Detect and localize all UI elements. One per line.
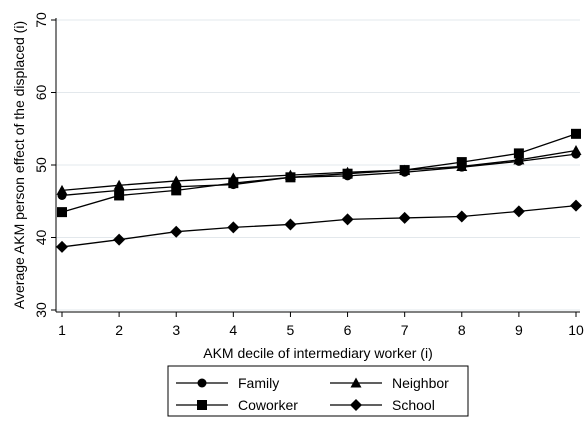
series-group [56, 128, 582, 253]
series-line-coworker [61, 133, 577, 213]
legend: Family Neighbor Coworker School [167, 365, 469, 417]
point-school-4 [227, 221, 240, 234]
point-coworker-7 [399, 165, 410, 176]
point-school-3 [170, 225, 183, 238]
legend-item-coworker: Coworker [176, 397, 298, 413]
legend-item-school: School [330, 397, 435, 413]
legend-marker-neighbor [350, 377, 362, 388]
point-coworker-6 [342, 168, 353, 179]
point-coworker-1 [57, 207, 67, 218]
legend-item-neighbor: Neighbor [330, 375, 449, 391]
y-ticks: 30 40 50 60 70 [33, 12, 56, 318]
x-tick-label-5: 5 [287, 322, 295, 338]
x-axis-label: AKM decile of intermediary worker (i) [203, 345, 433, 361]
point-neighbor-2 [113, 179, 125, 190]
point-school-10 [570, 199, 582, 212]
legend-marker-family [197, 378, 207, 388]
x-tick-label-4: 4 [229, 322, 237, 338]
point-school-7 [398, 211, 411, 224]
y-tick-label-50: 50 [33, 157, 49, 173]
legend-label-school: School [392, 397, 435, 413]
legend-label-family: Family [238, 375, 279, 391]
y-axis-label: Average AKM person effect of the displac… [11, 21, 27, 309]
x-ticks: 1 2 3 4 5 6 7 8 9 10 [58, 312, 584, 338]
point-coworker-3 [171, 185, 182, 196]
y-tick-label-60: 60 [33, 85, 49, 101]
x-tick-label-6: 6 [344, 322, 352, 338]
x-tick-label-8: 8 [458, 322, 466, 338]
legend-marker-school [350, 399, 362, 411]
y-tick-label-30: 30 [33, 302, 49, 318]
legend-marker-coworker [197, 400, 207, 410]
x-tick-label-3: 3 [172, 322, 180, 338]
point-neighbor-3 [170, 175, 182, 186]
point-coworker-2 [114, 190, 125, 201]
point-neighbor-1 [56, 184, 68, 195]
series-line-family [61, 153, 577, 197]
point-coworker-9 [513, 148, 524, 159]
series-line-neighbor [61, 149, 577, 192]
point-neighbor-9 [513, 154, 525, 165]
point-school-2 [113, 233, 126, 246]
legend-label-neighbor: Neighbor [392, 375, 449, 391]
point-coworker-10 [571, 128, 581, 139]
y-tick-label-40: 40 [33, 230, 49, 246]
x-tick-label-9: 9 [515, 322, 523, 338]
y-tick-label-70: 70 [33, 12, 49, 28]
gridlines [56, 19, 580, 311]
point-coworker-5 [285, 172, 296, 183]
x-tick-label-7: 7 [401, 322, 409, 338]
legend-box [167, 365, 469, 417]
x-tick-label-2: 2 [115, 322, 123, 338]
legend-label-coworker: Coworker [238, 397, 298, 413]
point-neighbor-10 [570, 145, 582, 155]
point-school-5 [284, 218, 297, 231]
series-coworker [57, 128, 581, 218]
point-school-6 [341, 213, 354, 226]
point-school-1 [56, 240, 68, 253]
point-school-9 [512, 205, 525, 218]
x-tick-label-10: 10 [568, 322, 584, 338]
series-line-school [61, 204, 577, 248]
point-coworker-4 [228, 178, 239, 189]
point-coworker-8 [456, 157, 467, 168]
point-school-8 [455, 210, 468, 223]
x-tick-label-1: 1 [58, 322, 66, 338]
series-school [56, 199, 582, 253]
legend-item-family: Family [176, 375, 279, 391]
